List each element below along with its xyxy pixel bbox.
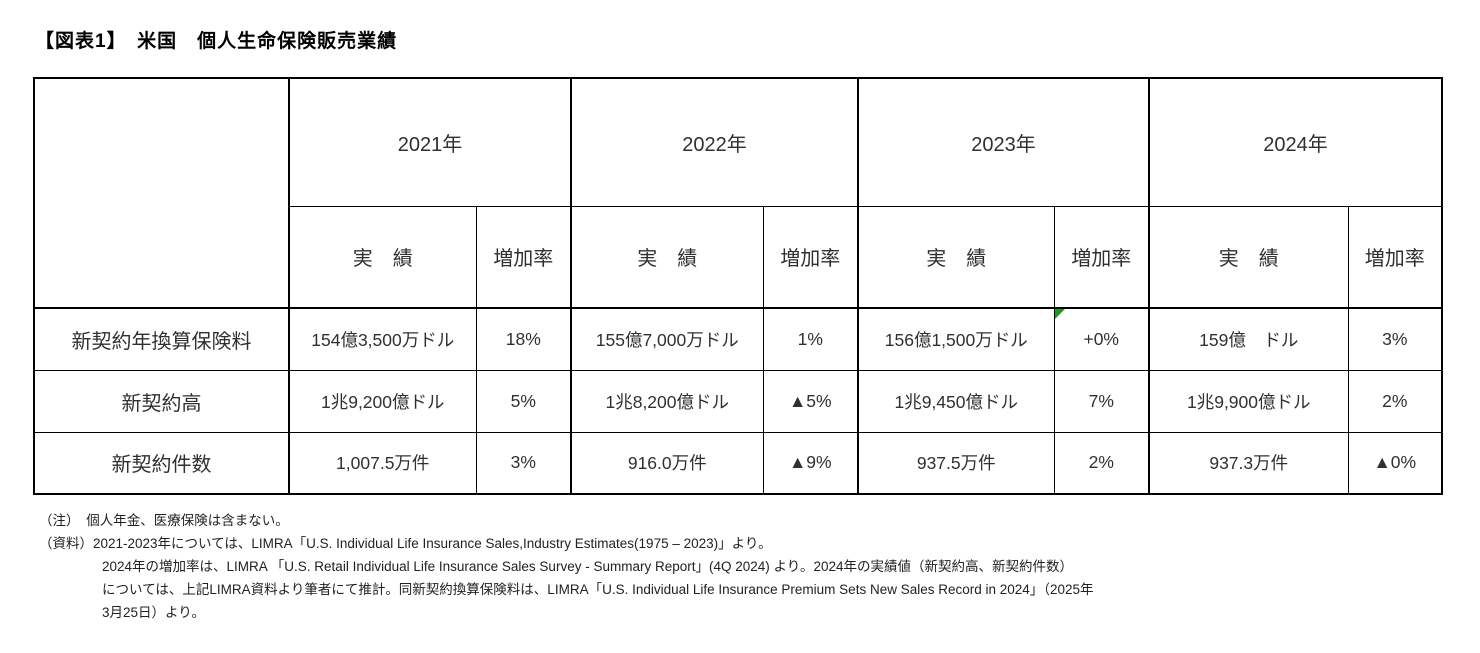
- growth-cell: 2%: [1347, 369, 1443, 433]
- year-header-row: 2021年 2022年 2023年 2024年: [33, 77, 1443, 309]
- subheader-growth-2022: 増加率: [762, 205, 859, 309]
- actual-cell: 937.5万件: [857, 431, 1055, 495]
- comment-flag-icon: [1055, 310, 1065, 319]
- row-label: 新契約件数: [33, 431, 290, 495]
- figure-title: 【図表1】 米国 個人生命保険販売業績: [35, 31, 398, 52]
- actual-cell: 159億 ドル: [1148, 307, 1349, 371]
- growth-cell: 1%: [762, 307, 859, 371]
- corner-cell: [33, 77, 290, 309]
- year-header-2023: 2023年: [857, 77, 1150, 207]
- footnotes: （注） 個人年金、医療保険は含まない。 （資料）2021-2023年については、…: [39, 509, 1447, 624]
- growth-cell: 3%: [1347, 307, 1443, 371]
- row-label: 新契約年換算保険料: [33, 307, 290, 371]
- actual-cell: 155億7,000万ドル: [570, 307, 764, 371]
- growth-cell: 18%: [475, 307, 572, 371]
- subheader-growth-2024: 増加率: [1347, 205, 1443, 309]
- page: 【図表1】 米国 個人生命保険販売業績 2021年 2022年 2023年 20…: [33, 31, 1447, 624]
- growth-value: +0%: [1083, 328, 1119, 349]
- footnote-line: 2024年の増加率は、LIMRA 「U.S. Retail Individual…: [102, 559, 1073, 574]
- actual-cell: 1兆9,450億ドル: [857, 369, 1055, 433]
- row-label: 新契約高: [33, 369, 290, 433]
- footnote-line: （資料）2021-2023年については、LIMRA「U.S. Individua…: [39, 536, 772, 551]
- growth-cell: +0%: [1053, 307, 1150, 371]
- actual-cell: 156億1,500万ドル: [857, 307, 1055, 371]
- subheader-growth-2023: 増加率: [1053, 205, 1150, 309]
- table-row-annualized-premium: 新契約年換算保険料 154億3,500万ドル 18% 155億7,000万ドル …: [33, 307, 1443, 371]
- growth-cell: ▲0%: [1347, 431, 1443, 495]
- subheader-actual-2023: 実 績: [857, 205, 1055, 309]
- subheader-actual-2021: 実 績: [288, 205, 477, 309]
- footnote-line: については、上記LIMRA資料より筆者にて推計。同新契約換算保険料は、LIMRA…: [102, 582, 1094, 597]
- sales-performance-table: 2021年 2022年 2023年 2024年 実 績 増加率 実 績 増加率 …: [33, 77, 1443, 495]
- actual-cell: 154億3,500万ドル: [288, 307, 477, 371]
- subheader-growth-2021: 増加率: [475, 205, 572, 309]
- actual-cell: 1兆9,900億ドル: [1148, 369, 1349, 433]
- year-header-2024: 2024年: [1148, 77, 1443, 207]
- actual-cell: 937.3万件: [1148, 431, 1349, 495]
- growth-cell: 3%: [475, 431, 572, 495]
- table-row-new-policy-count: 新契約件数 1,007.5万件 3% 916.0万件 ▲9% 937.5万件 2…: [33, 431, 1443, 495]
- growth-cell: 2%: [1053, 431, 1150, 495]
- subheader-row: 実 績 増加率 実 績 増加率 実 績 増加率 実 績 増加率: [34, 205, 1443, 309]
- actual-cell: 1,007.5万件: [288, 431, 477, 495]
- actual-cell: 1兆8,200億ドル: [570, 369, 764, 433]
- footnote-line: 3月25日）より。: [102, 605, 205, 620]
- table-row-new-business-amount: 新契約高 1兆9,200億ドル 5% 1兆8,200億ドル ▲5% 1兆9,45…: [33, 369, 1443, 433]
- actual-cell: 916.0万件: [570, 431, 764, 495]
- subheader-actual-2024: 実 績: [1148, 205, 1349, 309]
- growth-cell: 5%: [475, 369, 572, 433]
- year-header-2021: 2021年: [288, 77, 572, 207]
- growth-cell: ▲9%: [762, 431, 859, 495]
- year-header-2022: 2022年: [570, 77, 859, 207]
- actual-cell: 1兆9,200億ドル: [288, 369, 477, 433]
- growth-cell: ▲5%: [762, 369, 859, 433]
- growth-cell: 7%: [1053, 369, 1150, 433]
- footnote-line: （注） 個人年金、医療保険は含まない。: [39, 513, 289, 528]
- subheader-actual-2022: 実 績: [570, 205, 764, 309]
